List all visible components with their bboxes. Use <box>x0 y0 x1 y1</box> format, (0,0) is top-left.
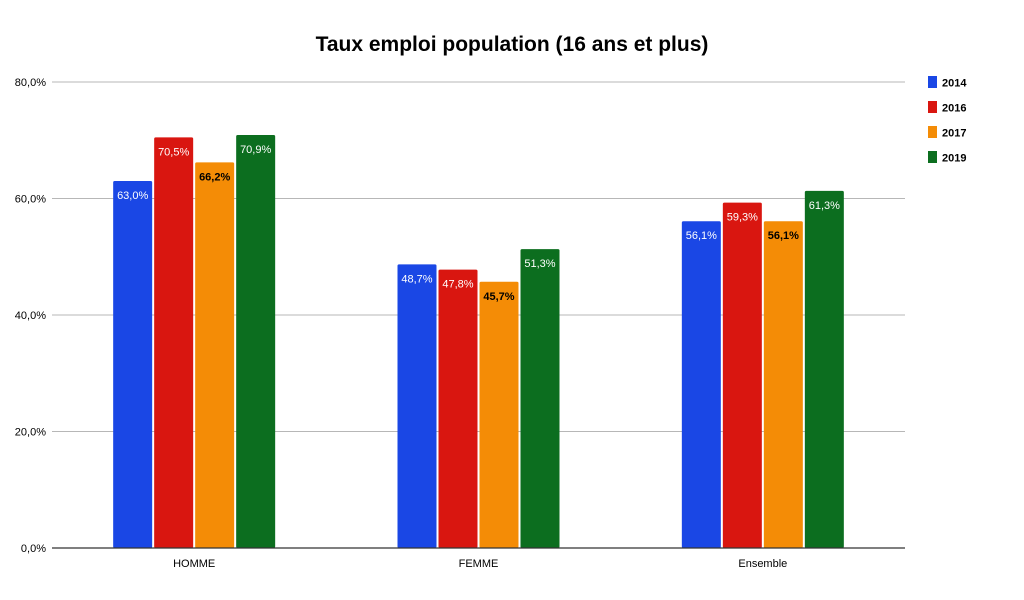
y-tick-label: 80,0% <box>15 77 46 89</box>
chart-title: Taux emploi population (16 ans et plus) <box>316 33 709 56</box>
legend: 2014 2016 2017 2019 <box>928 76 967 165</box>
data-label: 59,3% <box>727 212 758 224</box>
legend-swatch-2017 <box>928 126 937 138</box>
bar-2016-homme <box>154 137 194 548</box>
data-label: 56,1% <box>768 230 799 242</box>
legend-label: 2019 <box>942 153 966 165</box>
data-labels: 63,0% 70,5% 66,2% 70,9% 48,7% 47,8% 45,7% 51,3%… <box>117 144 840 303</box>
data-label: 61,3% <box>809 200 840 212</box>
bars <box>113 135 844 549</box>
data-label: 56,1% <box>686 230 717 242</box>
bar-2014-ensemble <box>681 221 721 548</box>
bar-2014-femme <box>397 264 437 548</box>
bar-2014-homme <box>113 181 153 548</box>
bar-2019-femme <box>520 249 560 549</box>
x-category-label: HOMME <box>173 558 215 570</box>
bar-2016-ensemble <box>722 202 762 548</box>
bar-2017-homme <box>195 162 235 548</box>
axes: 0,0% 20,0% 40,0% 60,0% 80,0% HOMME FEMME Ensemb… <box>15 77 905 570</box>
bar-2017-ensemble <box>763 221 803 548</box>
y-tick-label: 40,0% <box>15 310 46 322</box>
x-category-label: Ensemble <box>738 558 787 570</box>
x-category-label: FEMME <box>459 558 499 570</box>
data-label: 45,7% <box>483 291 514 303</box>
data-label: 47,8% <box>442 279 473 291</box>
y-tick-label: 0,0% <box>21 543 46 555</box>
bar-2017-femme <box>479 281 519 548</box>
legend-swatch-2014 <box>928 76 937 88</box>
legend-label: 2017 <box>942 128 966 140</box>
data-label: 63,0% <box>117 190 148 202</box>
y-tick-label: 60,0% <box>15 194 46 206</box>
gridlines <box>52 81 905 432</box>
bar-2019-homme <box>236 135 276 548</box>
data-label: 48,7% <box>401 273 432 285</box>
legend-swatch-2019 <box>928 151 937 163</box>
legend-label: 2014 <box>942 78 967 90</box>
data-label: 70,5% <box>158 146 189 158</box>
y-tick-label: 20,0% <box>15 427 46 439</box>
bar-2016-femme <box>438 269 478 548</box>
bar-2019-ensemble <box>804 190 844 549</box>
data-label: 51,3% <box>524 258 555 270</box>
legend-swatch-2016 <box>928 101 937 113</box>
data-label: 70,9% <box>240 144 271 156</box>
data-label: 66,2% <box>199 171 230 183</box>
legend-label: 2016 <box>942 103 966 115</box>
